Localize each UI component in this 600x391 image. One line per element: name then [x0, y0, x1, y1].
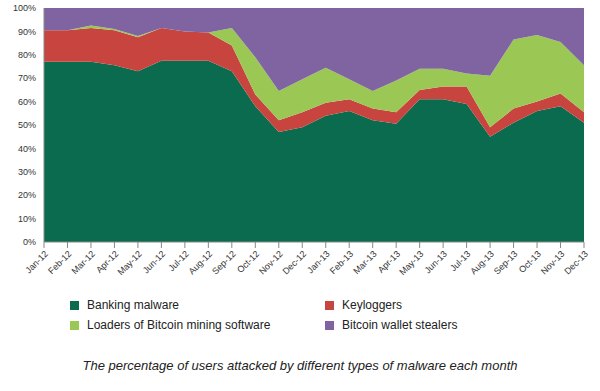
svg-text:Feb-12: Feb-12: [46, 249, 73, 276]
svg-text:Feb-13: Feb-13: [328, 249, 355, 276]
svg-text:10%: 10%: [18, 214, 36, 224]
svg-text:Dec-13: Dec-13: [562, 249, 590, 277]
svg-text:Mar-13: Mar-13: [351, 249, 378, 276]
svg-text:Oct-13: Oct-13: [517, 249, 543, 275]
svg-text:20%: 20%: [18, 190, 36, 200]
svg-text:90%: 90%: [18, 27, 36, 37]
svg-text:Jan-13: Jan-13: [305, 249, 332, 276]
svg-text:Jul-13: Jul-13: [448, 248, 473, 274]
svg-text:Mar-12: Mar-12: [70, 249, 97, 276]
svg-text:Nov-13: Nov-13: [539, 249, 567, 277]
svg-text:30%: 30%: [18, 167, 36, 177]
html-text:Bitcoin wallet stealers: Bitcoin wallet stealers: [342, 318, 458, 332]
svg-text:May-13: May-13: [397, 249, 425, 277]
svg-text:Jun-13: Jun-13: [423, 249, 450, 276]
svg-text:May-12: May-12: [116, 249, 144, 277]
svg-text:40%: 40%: [18, 144, 36, 154]
svg-text:Jan-12: Jan-12: [23, 249, 50, 276]
svg-text:Nov-12: Nov-12: [257, 249, 285, 277]
svg-text:Sep-13: Sep-13: [492, 249, 520, 277]
svg-text:80%: 80%: [18, 50, 36, 60]
svg-text:Jun-12: Jun-12: [141, 249, 168, 276]
svg-text:Sep-12: Sep-12: [210, 249, 238, 277]
svg-text:Oct-12: Oct-12: [235, 249, 261, 275]
html-text:Keyloggers: Keyloggers: [342, 298, 402, 312]
svg-text:100%: 100%: [13, 3, 36, 13]
html-text:Banking malware: Banking malware: [87, 298, 179, 312]
svg-text:Aug-12: Aug-12: [187, 249, 215, 277]
svg-text:60%: 60%: [18, 97, 36, 107]
svg-text:70%: 70%: [18, 73, 36, 83]
svg-text:0%: 0%: [23, 237, 36, 247]
svg-text:Apr-13: Apr-13: [375, 248, 403, 275]
svg-text:Dec-12: Dec-12: [281, 249, 309, 277]
svg-text:Jul-12: Jul-12: [166, 248, 191, 274]
html-text:Loaders of Bitcoin mining soft: Loaders of Bitcoin mining software: [87, 318, 271, 332]
html-text:The percentage of users attack: The percentage of users attacked by diff…: [82, 358, 518, 373]
svg-text:Apr-12: Apr-12: [94, 248, 121, 275]
svg-text:Aug-13: Aug-13: [468, 249, 496, 277]
svg-text:50%: 50%: [18, 120, 36, 130]
